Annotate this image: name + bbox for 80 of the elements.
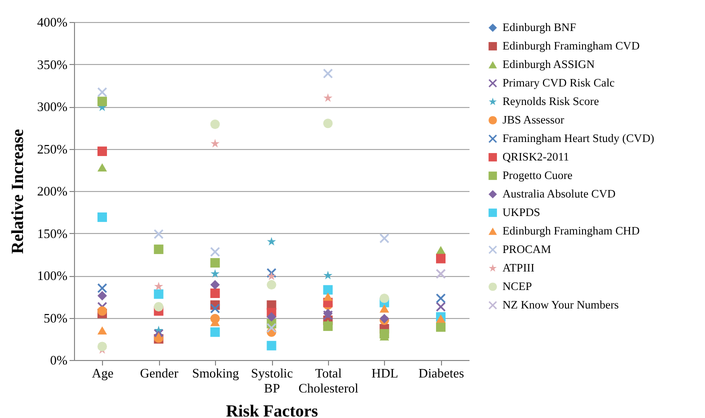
point xyxy=(323,118,333,128)
legend-label: UKPDS xyxy=(502,206,540,219)
x-tick-label: HDL xyxy=(372,366,398,380)
legend-label: Framingham Heart Study (CVD) xyxy=(502,132,654,145)
point xyxy=(97,212,107,222)
x-tick-label: Gender xyxy=(140,366,179,380)
legend-label: PROCAM xyxy=(502,244,552,256)
point xyxy=(210,269,220,278)
point xyxy=(97,326,107,335)
point xyxy=(210,280,220,290)
point xyxy=(97,96,107,106)
y-tick-label: 250% xyxy=(37,141,68,156)
y-axis-title: Relative Increase xyxy=(8,128,28,254)
point xyxy=(380,329,390,339)
point xyxy=(436,254,446,264)
point xyxy=(210,258,220,268)
y-tick-label: 0% xyxy=(50,352,68,368)
point xyxy=(323,270,332,280)
point xyxy=(210,327,220,337)
point xyxy=(97,342,107,352)
y-tick-label: 350% xyxy=(37,56,68,72)
y-tick-label: 400% xyxy=(37,14,68,30)
point xyxy=(210,247,220,257)
point xyxy=(154,289,164,299)
point xyxy=(266,323,276,333)
point xyxy=(436,294,446,304)
point xyxy=(323,292,333,301)
point xyxy=(210,304,220,314)
point xyxy=(210,120,220,129)
point xyxy=(97,283,107,293)
x-tick-label: Smoking xyxy=(192,366,240,380)
point xyxy=(210,138,220,148)
point xyxy=(323,93,332,102)
legend-label: JBS Assessor xyxy=(502,114,564,126)
legend-label: Progetto Cuore xyxy=(502,170,572,182)
point xyxy=(97,146,107,156)
legend-label: Edinburgh Framingham CVD xyxy=(502,40,640,52)
point xyxy=(436,302,446,312)
legend-label: Edinburgh ASSIGN xyxy=(502,58,596,71)
point xyxy=(154,244,164,254)
y-tick-label: 300% xyxy=(37,99,68,114)
x-tick-label: Total Cholesterol xyxy=(298,366,359,396)
point xyxy=(436,246,446,254)
point xyxy=(323,68,333,78)
point xyxy=(154,282,164,290)
legend-label: NZ Know Your Numbers xyxy=(502,299,620,312)
legend-label: Australia Absolute CVD xyxy=(502,188,616,200)
point xyxy=(436,322,446,332)
x-tick-label: Systolic BP xyxy=(251,366,294,396)
legend-label: Primary CVD Risk Calc xyxy=(502,77,615,90)
x-tick-label: Age xyxy=(92,366,114,380)
x-axis-title: Risk Factors xyxy=(226,402,318,418)
point xyxy=(323,285,333,295)
y-tick-label: 150% xyxy=(37,226,68,241)
point xyxy=(97,163,107,172)
point xyxy=(210,288,220,298)
point xyxy=(154,302,164,312)
y-tick-label: 200% xyxy=(37,184,68,198)
point xyxy=(266,340,276,350)
legend-label: QRISK2-2011 xyxy=(502,151,570,164)
legend-label: Reynolds Risk Score xyxy=(502,96,599,108)
y-tick-label: 50% xyxy=(44,310,68,326)
point xyxy=(266,272,276,280)
legend-label: NCEP xyxy=(502,280,532,293)
point xyxy=(154,229,164,239)
point xyxy=(266,312,276,322)
point xyxy=(97,291,107,301)
legend-label: Edinburgh BNF xyxy=(502,22,576,34)
x-tick-label: Diabetes xyxy=(418,366,464,380)
point xyxy=(380,294,390,304)
y-tick-label: 100% xyxy=(37,268,68,283)
point xyxy=(323,321,333,331)
point xyxy=(380,234,390,244)
legend-label: ATPIII xyxy=(502,262,535,274)
point xyxy=(97,306,107,316)
point xyxy=(266,236,276,246)
point xyxy=(97,87,107,97)
point xyxy=(380,304,390,313)
point xyxy=(266,280,276,290)
legend-label: Edinburgh Framingham CHD xyxy=(502,225,640,238)
